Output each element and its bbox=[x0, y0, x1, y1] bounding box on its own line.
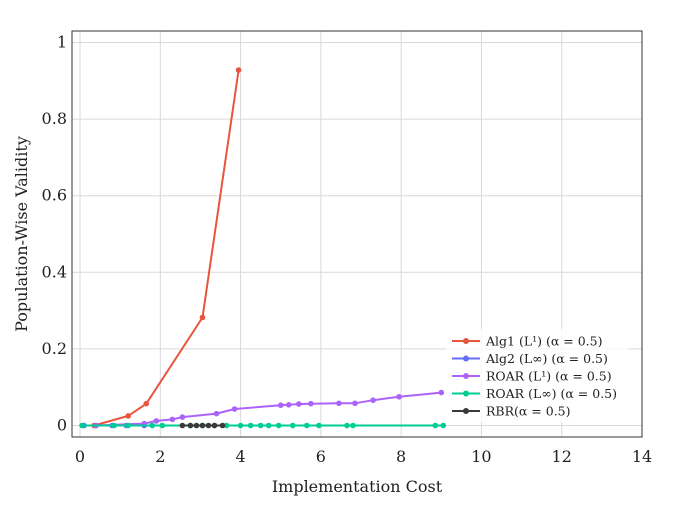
data-point bbox=[257, 422, 264, 429]
legend-label: Alg2 (L∞) (α = 0.5) bbox=[485, 351, 608, 366]
y-axis-ticks: 0 0.2 0.4 0.6 0.8 1 bbox=[42, 32, 67, 434]
y-tick-label: 0.2 bbox=[42, 339, 67, 358]
data-point bbox=[213, 410, 220, 417]
data-point bbox=[153, 418, 160, 424]
data-point bbox=[143, 400, 150, 407]
x-tick-label: 0 bbox=[75, 447, 85, 466]
y-tick-label: 1 bbox=[57, 32, 67, 51]
data-point bbox=[231, 406, 238, 412]
legend: Alg1 (L¹) (α = 0.5) Alg2 (L∞) (α = 0.5) RO… bbox=[446, 329, 628, 423]
data-point bbox=[179, 414, 186, 420]
legend-label: Alg1 (L¹) (α = 0.5) bbox=[485, 334, 603, 349]
data-point bbox=[275, 422, 282, 429]
data-point bbox=[235, 67, 242, 73]
legend-marker bbox=[463, 390, 469, 397]
data-point bbox=[179, 422, 186, 429]
data-point bbox=[223, 422, 230, 429]
data-point bbox=[316, 422, 322, 429]
data-point bbox=[187, 422, 194, 429]
data-point bbox=[193, 422, 200, 429]
x-tick-label: 8 bbox=[396, 447, 406, 466]
series-layer bbox=[79, 67, 447, 429]
x-tick-label: 6 bbox=[316, 447, 326, 466]
x-tick-label: 4 bbox=[235, 447, 245, 466]
data-point bbox=[111, 422, 117, 429]
legend-label: ROAR (L¹) (α = 0.5) bbox=[486, 369, 612, 384]
data-point bbox=[169, 416, 176, 423]
series bbox=[179, 422, 226, 429]
legend-marker bbox=[463, 338, 469, 344]
legend-label: RBR(α = 0.5) bbox=[486, 404, 571, 419]
data-point bbox=[295, 401, 302, 407]
grid bbox=[72, 31, 643, 437]
y-tick-label: 0.8 bbox=[42, 109, 67, 128]
data-point bbox=[308, 400, 314, 407]
data-point bbox=[205, 422, 212, 429]
x-axis-title: Implementation Cost bbox=[272, 477, 443, 496]
legend-item: ROAR (L∞) (α = 0.5) bbox=[452, 386, 617, 401]
y-tick-label: 0.6 bbox=[42, 186, 67, 205]
data-point bbox=[438, 389, 445, 396]
data-point bbox=[159, 422, 166, 429]
plot-frame bbox=[71, 30, 643, 438]
data-point bbox=[285, 402, 292, 408]
data-point bbox=[440, 422, 447, 429]
legend-label: ROAR (L∞) (α = 0.5) bbox=[486, 386, 617, 401]
data-point bbox=[350, 422, 356, 429]
data-point bbox=[125, 413, 131, 419]
data-point bbox=[370, 397, 376, 404]
data-point bbox=[289, 422, 296, 429]
data-point bbox=[219, 422, 226, 429]
legend-item: RBR(α = 0.5) bbox=[452, 404, 571, 419]
y-tick-label: 0 bbox=[57, 416, 67, 435]
legend-marker bbox=[463, 373, 469, 379]
data-point bbox=[199, 314, 206, 321]
legend-item: ROAR (L¹) (α = 0.5) bbox=[452, 369, 612, 384]
data-point bbox=[211, 422, 218, 429]
data-point bbox=[336, 400, 342, 407]
legend-item: Alg2 (L∞) (α = 0.5) bbox=[452, 351, 608, 366]
data-point bbox=[265, 422, 272, 429]
data-point bbox=[344, 422, 350, 429]
series-line bbox=[96, 391, 442, 427]
legend-item: Alg1 (L¹) (α = 0.5) bbox=[452, 334, 603, 349]
x-tick-label: 12 bbox=[552, 447, 572, 466]
data-point bbox=[396, 393, 402, 400]
data-point bbox=[199, 422, 206, 429]
data-point bbox=[237, 422, 244, 429]
x-tick-label: 10 bbox=[471, 447, 491, 466]
data-point bbox=[79, 422, 85, 429]
data-point bbox=[304, 422, 310, 429]
x-tick-label: 14 bbox=[632, 447, 652, 466]
data-point bbox=[149, 422, 156, 429]
y-tick-label: 0.4 bbox=[42, 262, 67, 281]
legend-marker bbox=[463, 408, 469, 414]
x-tick-label: 2 bbox=[155, 447, 165, 466]
data-point bbox=[125, 422, 131, 429]
data-point bbox=[277, 402, 284, 409]
series bbox=[93, 389, 445, 429]
data-point bbox=[352, 400, 358, 407]
data-point bbox=[432, 422, 439, 429]
data-point bbox=[247, 422, 254, 429]
legend-marker bbox=[463, 355, 469, 362]
x-axis-ticks: 0 2 4 6 8 10 12 14 bbox=[75, 447, 652, 466]
y-axis-title: Population-Wise Validity bbox=[12, 136, 31, 332]
